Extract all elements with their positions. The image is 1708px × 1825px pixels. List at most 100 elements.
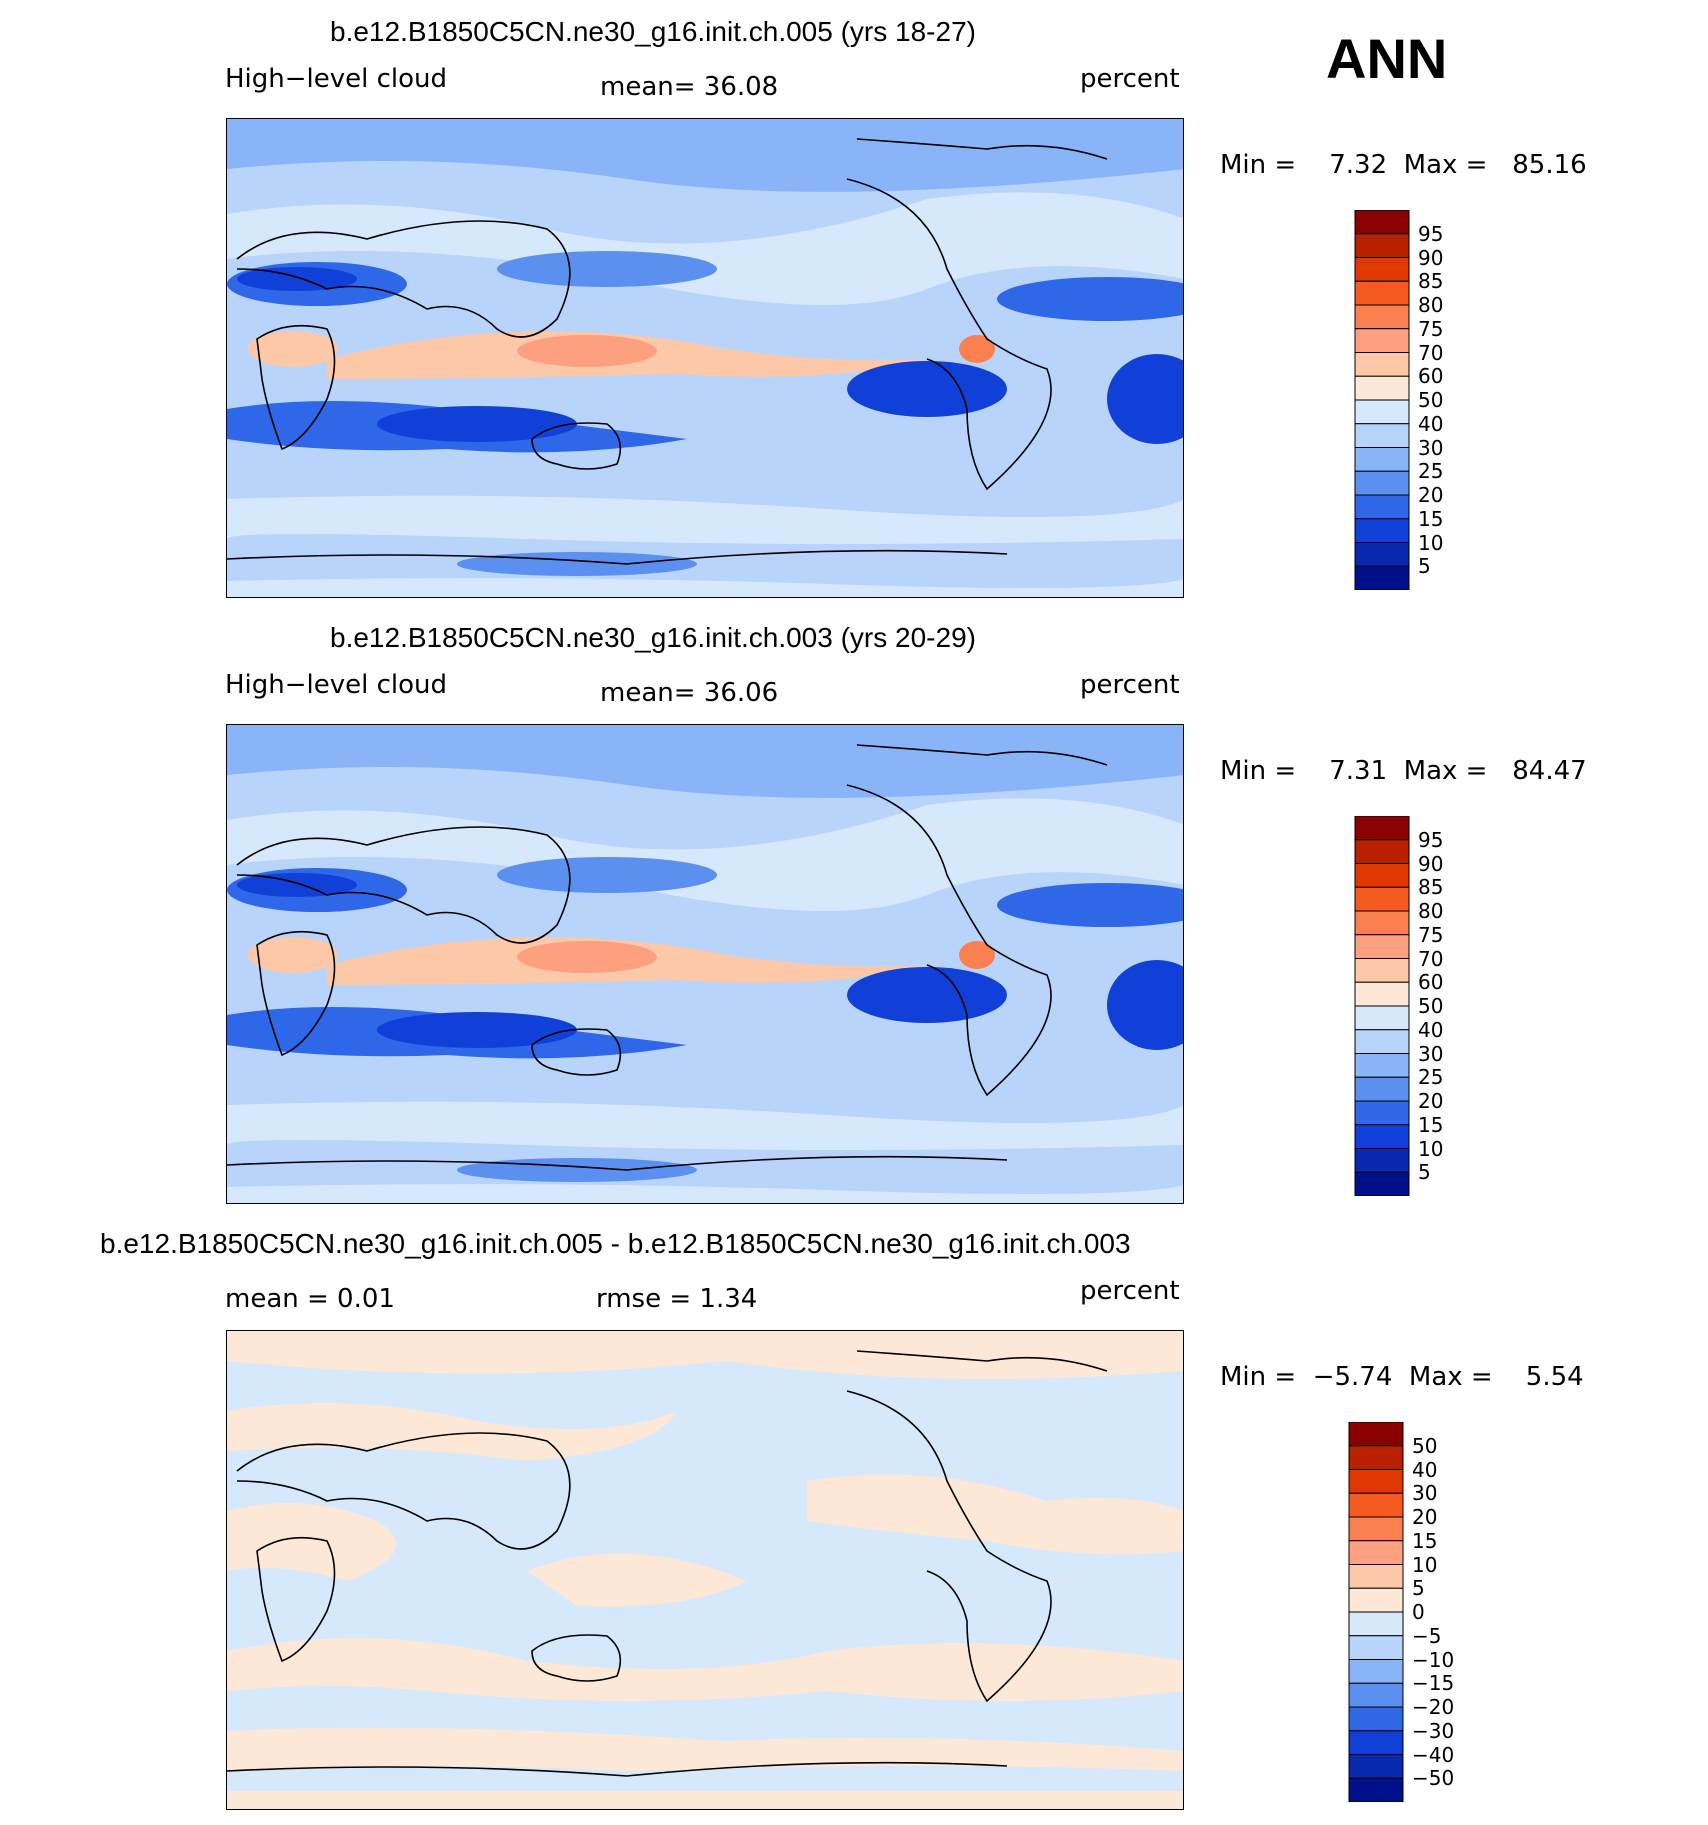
colorbar-tick-label: 5 <box>1418 554 1431 579</box>
colorbar-swatch <box>1354 233 1410 258</box>
contour-region <box>227 1791 1183 1809</box>
contour-region <box>227 1184 1183 1203</box>
contour-region <box>377 406 577 442</box>
colorbar <box>1354 210 1410 590</box>
colorbar-tick-label: 70 <box>1418 340 1444 365</box>
min-max-label: Min = 7.31 Max = 84.47 <box>1220 756 1587 786</box>
colorbar-swatch <box>1348 1730 1404 1755</box>
colorbar-swatch <box>1354 1076 1410 1102</box>
colorbar-swatch <box>1348 1587 1404 1613</box>
contour-region <box>227 1503 397 1581</box>
contour-region <box>237 873 357 897</box>
colorbar-tick-label: −50 <box>1412 1766 1455 1791</box>
colorbar-tick-label: 15 <box>1418 1112 1444 1137</box>
colorbar-tick-label: 50 <box>1412 1433 1438 1458</box>
units-label: percent <box>1080 670 1180 700</box>
colorbar-tick-label: 25 <box>1418 459 1444 484</box>
colorbar-tick-label: 60 <box>1418 364 1444 389</box>
colorbar-swatch <box>1354 257 1410 282</box>
map-svg <box>227 119 1183 597</box>
colorbar-swatch <box>1348 1540 1404 1565</box>
colorbar-swatch <box>1354 958 1410 983</box>
panel-difference: b.e12.B1850C5CN.ne30_g16.init.ch.005 - b… <box>0 1212 1708 1812</box>
units-label: percent <box>1080 1276 1180 1306</box>
colorbar-swatches <box>1354 210 1410 590</box>
colorbar-tick-label: 5 <box>1418 1160 1431 1185</box>
colorbar-swatch <box>1348 1492 1404 1518</box>
contour-region <box>807 1474 1183 1555</box>
colorbar-swatch <box>1354 518 1410 543</box>
colorbar-tick-label: −10 <box>1412 1647 1455 1672</box>
colorbar-tick-label: 20 <box>1412 1505 1438 1529</box>
contour-map <box>226 724 1184 1204</box>
colorbar-swatch <box>1354 910 1410 936</box>
colorbar-swatch <box>1354 470 1410 496</box>
contour-region <box>959 941 995 969</box>
colorbar-tick-label: −40 <box>1412 1742 1455 1767</box>
units-label: percent <box>1080 64 1180 94</box>
contour-region <box>497 857 717 893</box>
colorbar-swatch <box>1348 1754 1404 1779</box>
colorbar-swatches <box>1354 816 1410 1196</box>
colorbar-swatch <box>1348 1445 1404 1470</box>
colorbar <box>1348 1422 1404 1802</box>
colorbar-tick-label: 20 <box>1418 483 1444 507</box>
colorbar-swatch <box>1354 886 1410 912</box>
colorbar-swatches <box>1348 1422 1404 1802</box>
contour-region <box>227 119 1183 192</box>
colorbar-tick-label: 10 <box>1412 1552 1438 1577</box>
colorbar-swatch <box>1354 839 1410 864</box>
contour-region <box>847 967 1007 1023</box>
colorbar-swatch <box>1354 934 1410 959</box>
colorbar-swatch <box>1354 816 1410 841</box>
season-label: ANN <box>1326 27 1448 90</box>
mean-label: mean= 36.06 <box>600 678 779 708</box>
panel-case1: b.e12.B1850C5CN.ne30_g16.init.ch.005 (yr… <box>0 0 1708 600</box>
colorbar-swatch <box>1354 1100 1410 1126</box>
colorbar-tick-label: 80 <box>1418 899 1444 923</box>
contour-region <box>227 1638 1183 1701</box>
contour-region <box>847 361 1007 417</box>
colorbar-swatch <box>1354 1148 1410 1173</box>
map-svg <box>227 725 1183 1203</box>
min-max-label: Min = −5.74 Max = 5.54 <box>1220 1362 1584 1392</box>
mean-label: mean = 0.01 <box>225 1284 395 1314</box>
colorbar-tick-label: 20 <box>1418 1089 1444 1113</box>
panel-title: b.e12.B1850C5CN.ne30_g16.init.ch.003 (yr… <box>330 622 976 653</box>
colorbar-swatch <box>1354 542 1410 567</box>
panel-title: b.e12.B1850C5CN.ne30_g16.init.ch.005 - b… <box>100 1228 1131 1259</box>
colorbar-tick-label: 50 <box>1418 994 1444 1018</box>
colorbar-tick-label: −30 <box>1412 1718 1455 1743</box>
contour-region <box>527 1553 747 1607</box>
map-svg <box>227 1331 1183 1809</box>
contour-region <box>227 1727 1183 1771</box>
contour-region <box>227 1101 1183 1150</box>
colorbar-swatch <box>1354 210 1410 235</box>
colorbar-tick-label: 15 <box>1412 1528 1438 1553</box>
contour-region <box>248 937 338 973</box>
colorbar-swatch <box>1354 280 1410 306</box>
colorbar-tick-label: −20 <box>1412 1695 1455 1719</box>
colorbar-swatch <box>1348 1564 1404 1589</box>
colorbar-tick-label: 95 <box>1418 221 1444 246</box>
panel-case2: b.e12.B1850C5CN.ne30_g16.init.ch.003 (yr… <box>0 606 1708 1206</box>
colorbar-swatch <box>1354 328 1410 353</box>
colorbar-swatch <box>1348 1516 1404 1542</box>
variable-label: High−level cloud <box>225 64 448 94</box>
contour-map <box>226 118 1184 598</box>
colorbar-swatch <box>1348 1422 1404 1447</box>
colorbar-tick-label: 90 <box>1418 851 1444 876</box>
colorbar-tick-label: 40 <box>1418 411 1444 436</box>
colorbar-tick-label: 0 <box>1412 1600 1425 1624</box>
min-max-label: Min = 7.32 Max = 85.16 <box>1220 150 1587 180</box>
colorbar-swatch <box>1354 375 1410 401</box>
variable-label: High−level cloud <box>225 670 448 700</box>
colorbar-swatch <box>1354 1029 1410 1054</box>
contour-region <box>227 495 1183 544</box>
colorbar-tick-label: 30 <box>1418 1041 1444 1066</box>
coastlines <box>227 1350 1108 1777</box>
colorbar-tick-label: 50 <box>1418 388 1444 412</box>
contour-region <box>227 725 1183 798</box>
contour-region <box>457 552 697 576</box>
colorbar-tick-label: 40 <box>1412 1457 1438 1482</box>
